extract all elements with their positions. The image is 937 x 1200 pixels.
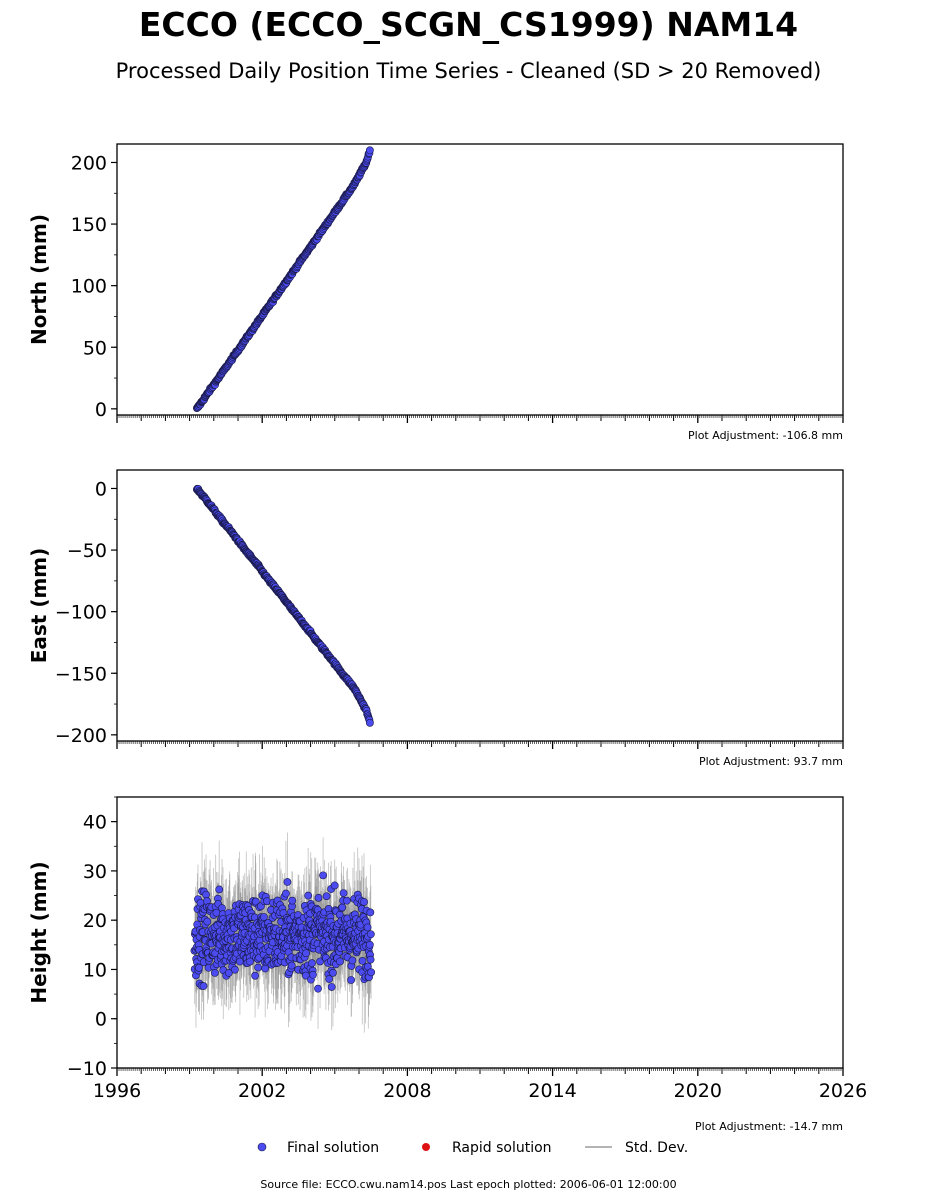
data-point — [339, 889, 348, 898]
plot-adjustment: Plot Adjustment: -14.7 mm — [695, 1120, 843, 1133]
data-point — [308, 959, 316, 968]
y-axis-label: East (mm) — [27, 548, 51, 664]
panel-3: −10 0 10 20 30 40 1996 2002 2008 2014 2020 2026 Heig… — [27, 796, 867, 1133]
data-point — [327, 983, 336, 991]
data-point — [330, 881, 339, 890]
data-point — [203, 917, 212, 926]
data-point — [282, 889, 290, 898]
data-point — [347, 976, 356, 984]
x-tick-label: 2008 — [383, 1080, 431, 1102]
y-tick-label: 10 — [83, 959, 107, 981]
y-tick-label: 30 — [83, 861, 107, 883]
figure-title: ECCO (ECCO_SCGN_CS1999) NAM14 — [139, 5, 798, 44]
y-tick-label: 100 — [71, 276, 107, 298]
legend-final-marker — [257, 1142, 267, 1152]
data-point — [202, 890, 210, 899]
data-point — [325, 975, 334, 983]
panel-data — [190, 832, 375, 1033]
legend-final-label: Final solution — [287, 1140, 379, 1156]
data-point — [363, 923, 372, 932]
data-point — [336, 957, 344, 966]
data-point — [251, 897, 260, 906]
data-point — [365, 718, 374, 727]
data-point — [342, 896, 351, 905]
data-point — [211, 968, 219, 977]
data-point — [348, 956, 357, 965]
data-point — [246, 957, 254, 966]
data-point — [309, 970, 317, 979]
panel-frame — [116, 143, 844, 416]
data-point — [314, 984, 322, 993]
data-point — [283, 878, 292, 886]
final-solution-points — [192, 484, 374, 727]
y-tick-label: 50 — [83, 337, 107, 359]
y-tick-label: 0 — [95, 1009, 107, 1031]
x-tick-label: 2026 — [819, 1080, 867, 1102]
data-point — [287, 961, 296, 970]
panel-frame — [116, 469, 844, 742]
data-point — [230, 965, 239, 974]
data-point — [215, 885, 224, 894]
plot-adjustment: Plot Adjustment: -106.8 mm — [688, 429, 843, 442]
y-tick-label: −150 — [55, 663, 107, 685]
data-point — [254, 963, 263, 972]
final-solution-points — [192, 146, 374, 413]
y-tick-label: 200 — [71, 152, 107, 174]
data-point — [251, 971, 259, 980]
x-tick-label: 2020 — [674, 1080, 722, 1102]
data-point — [195, 963, 203, 972]
data-point — [319, 871, 327, 880]
data-point — [224, 969, 233, 977]
source-footer: Source file: ECCO.cwu.nam14.pos Last epo… — [260, 1178, 676, 1191]
data-point — [288, 896, 297, 905]
data-point — [302, 949, 311, 958]
data-point — [260, 913, 268, 921]
y-axis-label: Height (mm) — [27, 861, 51, 1003]
data-point — [329, 968, 337, 977]
y-tick-label: 20 — [83, 910, 107, 932]
final-solution-points — [190, 871, 375, 993]
data-point — [367, 968, 375, 977]
data-point — [366, 930, 375, 939]
panel-data — [192, 484, 374, 727]
y-tick-label: 0 — [95, 399, 107, 421]
panel-1: 0 50 100 150 200 North (mm) Plot Adjustment: -… — [27, 143, 844, 442]
y-tick-label: −200 — [55, 725, 107, 747]
legend-std-label: Std. Dev. — [625, 1140, 688, 1156]
data-point — [365, 940, 374, 949]
panel-2: 0 −50 −100 −150 −200 East (mm) Plot Adjustment… — [27, 469, 844, 768]
figure-subtitle: Processed Daily Position Time Series - C… — [116, 59, 822, 83]
data-point — [314, 893, 323, 902]
data-point — [358, 957, 367, 965]
y-tick-label: −50 — [67, 540, 107, 562]
y-axis-label: North (mm) — [27, 214, 51, 345]
data-point — [360, 898, 368, 906]
data-point — [322, 892, 331, 901]
data-point — [199, 982, 208, 990]
legend: Final solution Rapid solution Std. Dev. — [257, 1140, 688, 1156]
plot-adjustment: Plot Adjustment: 93.7 mm — [699, 755, 843, 768]
y-tick-label: 0 — [95, 478, 107, 500]
data-point — [366, 955, 375, 964]
data-point — [365, 146, 374, 155]
data-point — [304, 891, 313, 900]
legend-rapid-marker — [422, 1143, 430, 1151]
y-tick-label: 150 — [71, 214, 107, 236]
y-tick-label: 40 — [83, 812, 107, 834]
data-point — [338, 903, 347, 912]
x-tick-label: 2014 — [528, 1080, 576, 1102]
y-tick-label: −10 — [67, 1058, 107, 1080]
x-tick-label: 1996 — [93, 1080, 141, 1102]
legend-rapid-label: Rapid solution — [452, 1140, 552, 1156]
data-point — [366, 908, 375, 917]
x-tick-label: 2002 — [238, 1080, 286, 1102]
panel-data — [192, 146, 374, 413]
y-tick-label: −100 — [55, 602, 107, 624]
